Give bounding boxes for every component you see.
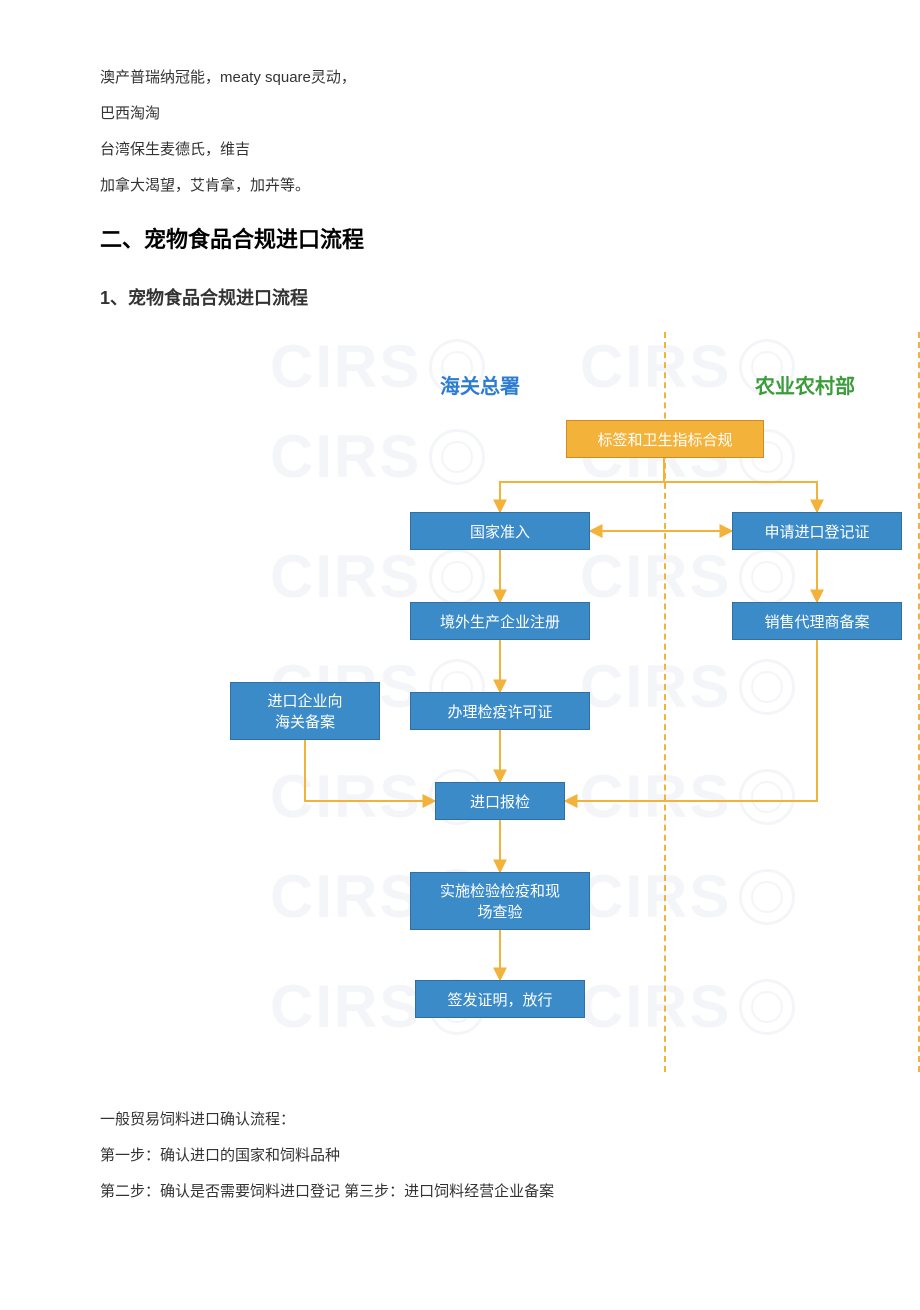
n-access: 国家准入 bbox=[410, 512, 590, 550]
watermark: CIRS bbox=[580, 762, 795, 831]
bottom-process-text: 一般贸易饲料进口确认流程： 第一步：确认进口的国家和饲料品种 第二步：确认是否需… bbox=[100, 1102, 820, 1210]
watermark: CIRS bbox=[580, 972, 795, 1041]
n-release: 签发证明，放行 bbox=[415, 980, 585, 1018]
intro-line-2: 巴西淘淘 bbox=[100, 96, 820, 132]
n-agent: 销售代理商备案 bbox=[732, 602, 902, 640]
n-importer: 进口企业向 海关备案 bbox=[230, 682, 380, 740]
n-field: 实施检验检疫和现 场查验 bbox=[410, 872, 590, 930]
process-step-1: 第一步：确认进口的国家和饲料品种 bbox=[100, 1138, 820, 1174]
watermark: CIRS bbox=[270, 422, 485, 491]
intro-line-4: 加拿大渴望，艾肯拿，加卉等。 bbox=[100, 168, 820, 204]
watermark: CIRS bbox=[580, 542, 795, 611]
intro-line-3: 台湾保生麦德氏，维吉 bbox=[100, 132, 820, 168]
n-label: 标签和卫生指标合规 bbox=[566, 420, 764, 458]
watermark: CIRS bbox=[580, 652, 795, 721]
process-intro: 一般贸易饲料进口确认流程： bbox=[100, 1102, 820, 1138]
hdr-agri: 农业农村部 bbox=[755, 370, 855, 399]
intro-line-1: 澳产普瑞纳冠能，meaty square灵动， bbox=[100, 60, 820, 96]
n-quaran: 办理检疫许可证 bbox=[410, 692, 590, 730]
n-inspect: 进口报检 bbox=[435, 782, 565, 820]
process-step-2-3: 第二步：确认是否需要饲料进口登记 第三步：进口饲料经营企业备案 bbox=[100, 1174, 820, 1210]
heading-section-2: 二、宠物食品合规进口流程 bbox=[100, 222, 820, 254]
n-foreign: 境外生产企业注册 bbox=[410, 602, 590, 640]
heading-subsection-1: 1、宠物食品合规进口流程 bbox=[100, 284, 820, 310]
watermark: CIRS bbox=[270, 542, 485, 611]
hdr-customs: 海关总署 bbox=[440, 370, 520, 399]
import-process-flowchart: CIRSCIRSCIRSCIRSCIRSCIRSCIRSCIRSCIRSCIRS… bbox=[210, 332, 920, 1072]
watermark: CIRS bbox=[580, 862, 795, 931]
n-regcert: 申请进口登记证 bbox=[732, 512, 902, 550]
